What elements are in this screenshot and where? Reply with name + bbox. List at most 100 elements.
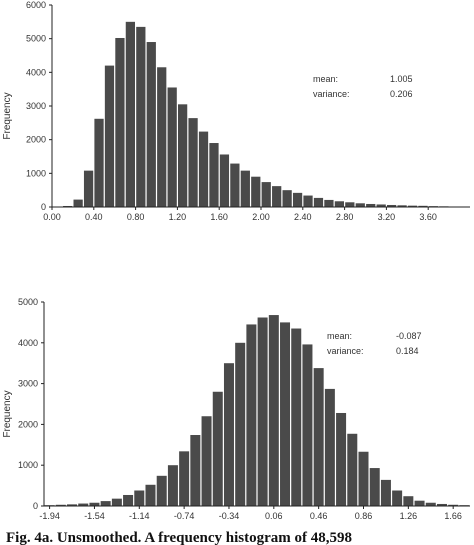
histogram-bar <box>324 199 334 207</box>
y-tick-label: 5000 <box>26 34 46 44</box>
x-tick-label: 1.60 <box>210 212 228 222</box>
histogram-bar <box>380 479 391 506</box>
histogram-bar <box>83 170 94 207</box>
x-tick-label: -1.14 <box>129 511 150 521</box>
histogram-bar <box>104 65 115 207</box>
y-tick-label: 2000 <box>26 135 46 145</box>
histogram-bar <box>336 412 347 506</box>
histogram-bar <box>302 344 313 506</box>
x-tick-label: 2.80 <box>336 212 354 222</box>
histogram-bar <box>397 205 407 207</box>
histogram-bar <box>418 205 428 207</box>
x-tick-label: 0.00 <box>43 212 61 222</box>
histogram-bar <box>324 388 335 506</box>
y-tick-label: 4000 <box>18 338 38 348</box>
histogram-bar <box>198 131 209 207</box>
x-tick-label: 0.46 <box>310 511 328 521</box>
histogram-bar <box>209 143 219 207</box>
histogram-bar <box>392 490 403 506</box>
histogram-bar <box>73 199 83 207</box>
x-tick-label: 1.26 <box>400 511 418 521</box>
x-tick-label: 0.86 <box>355 511 373 521</box>
variance-label: variance: <box>313 89 350 99</box>
histogram-bar <box>167 87 177 207</box>
histogram-bar <box>387 204 397 207</box>
histogram-bar <box>115 37 125 207</box>
histogram-bar <box>414 500 425 506</box>
mean-value: 1.005 <box>390 74 413 84</box>
histogram-bar <box>355 203 365 207</box>
histogram-bar <box>246 324 257 506</box>
histogram-bar <box>201 416 212 506</box>
histogram-bar <box>219 154 230 207</box>
histogram-bar <box>94 118 104 207</box>
y-axis-label: Frequency <box>2 390 13 437</box>
histogram-bar <box>78 503 89 506</box>
histogram-bar <box>67 504 78 506</box>
y-tick-label: 1000 <box>18 460 38 470</box>
y-tick-label: 0 <box>41 202 46 212</box>
y-axis-label: Frequency <box>2 92 13 139</box>
histogram-bar <box>157 67 167 207</box>
histogram-bar <box>366 203 376 207</box>
histogram-bar <box>313 197 324 207</box>
y-tick-label: 0 <box>33 501 38 511</box>
histogram-bar <box>235 342 246 506</box>
histogram-bar <box>376 204 386 207</box>
histogram-bar <box>369 468 380 506</box>
histogram-bar <box>257 317 268 506</box>
x-tick-label: -0.74 <box>174 511 195 521</box>
y-tick-label: 1000 <box>26 168 46 178</box>
y-tick-label: 4000 <box>26 67 46 77</box>
histogram-bar <box>448 504 459 506</box>
histogram-bar <box>136 26 146 207</box>
x-tick-label: 1.66 <box>444 511 462 521</box>
histogram-bar <box>145 484 156 506</box>
histogram-bar <box>240 170 250 207</box>
histogram-bar <box>212 391 223 506</box>
histogram-bar <box>358 451 369 506</box>
histogram-bar <box>261 182 271 207</box>
mean-label: mean: <box>327 331 352 341</box>
histogram-bar <box>313 368 324 506</box>
histogram-bar <box>291 328 302 506</box>
histogram-bar <box>230 163 240 207</box>
x-tick-label: 1.20 <box>169 212 187 222</box>
histogram-bar <box>268 315 279 506</box>
variance-value: 0.184 <box>396 346 419 356</box>
histogram-bar <box>179 451 190 506</box>
histogram-bar <box>292 192 303 207</box>
histogram-bar <box>156 475 167 506</box>
histogram-bar <box>134 490 145 506</box>
x-tick-label: 0.40 <box>85 212 103 222</box>
histogram-bar <box>125 21 135 207</box>
y-tick-label: 2000 <box>18 419 38 429</box>
histogram-bar <box>146 42 156 207</box>
histogram-bar <box>407 205 418 207</box>
x-tick-label: 0.80 <box>127 212 145 222</box>
histogram-bar <box>436 503 447 506</box>
mean-value: -0.087 <box>396 331 422 341</box>
y-tick-label: 3000 <box>18 379 38 389</box>
x-tick-label: 0.06 <box>265 511 283 521</box>
histogram-bar <box>167 465 178 506</box>
histogram-bar <box>303 195 313 207</box>
histogram-bar <box>63 205 73 207</box>
x-tick-label: -1.54 <box>84 511 105 521</box>
histogram-bar <box>345 202 355 207</box>
histogram-bar <box>89 502 100 506</box>
histogram-bar <box>55 504 66 506</box>
histogram-bar <box>280 322 291 506</box>
histogram-bar <box>272 186 282 207</box>
figure-caption: Fig. 4a. Unsmoothed. A frequency histogr… <box>6 530 352 545</box>
histogram-bar <box>178 104 188 207</box>
variance-label: variance: <box>327 346 364 356</box>
x-tick-label: -0.34 <box>219 511 240 521</box>
x-tick-label: 2.00 <box>252 212 270 222</box>
y-tick-label: 6000 <box>26 0 46 10</box>
variance-value: 0.206 <box>390 89 413 99</box>
mean-label: mean: <box>313 74 338 84</box>
histogram-bar <box>223 363 234 506</box>
histogram-bar <box>111 498 122 506</box>
